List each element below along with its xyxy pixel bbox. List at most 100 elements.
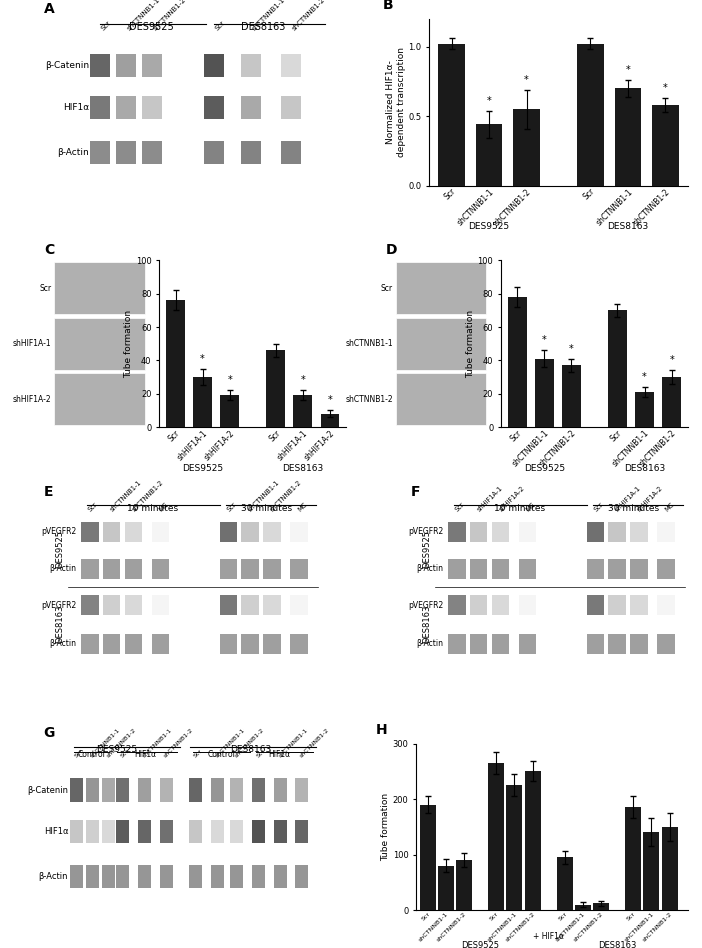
- FancyBboxPatch shape: [587, 522, 604, 542]
- Text: + HIF1α: + HIF1α: [534, 932, 564, 941]
- Text: Scr: Scr: [454, 501, 466, 513]
- FancyBboxPatch shape: [263, 595, 281, 615]
- Text: DES8163: DES8163: [55, 605, 65, 643]
- Text: shCTNNB1-2: shCTNNB1-2: [299, 727, 331, 758]
- Bar: [456, 860, 472, 910]
- FancyBboxPatch shape: [81, 558, 99, 578]
- Text: pVEGFR2: pVEGFR2: [408, 527, 443, 537]
- FancyBboxPatch shape: [102, 522, 121, 542]
- Text: shCTNNB1-1: shCTNNB1-1: [251, 0, 286, 31]
- Bar: [54, 374, 145, 426]
- Text: β-Actin: β-Actin: [49, 639, 77, 648]
- Bar: [644, 832, 659, 910]
- Text: β-Actin: β-Actin: [416, 564, 443, 574]
- Text: β-Actin: β-Actin: [416, 639, 443, 648]
- Text: shCTNNB1-2: shCTNNB1-2: [164, 727, 194, 758]
- Text: MC: MC: [158, 501, 169, 513]
- FancyBboxPatch shape: [241, 595, 259, 615]
- FancyBboxPatch shape: [220, 595, 237, 615]
- FancyBboxPatch shape: [448, 595, 465, 615]
- FancyBboxPatch shape: [274, 866, 286, 888]
- Text: Scr: Scr: [214, 19, 227, 31]
- Text: shHIF1A-2: shHIF1A-2: [13, 394, 51, 404]
- Text: shCTNNB1-1: shCTNNB1-1: [109, 480, 143, 513]
- Bar: [54, 263, 145, 315]
- Bar: [193, 377, 212, 427]
- FancyBboxPatch shape: [470, 595, 487, 615]
- FancyBboxPatch shape: [448, 558, 465, 578]
- FancyBboxPatch shape: [116, 54, 136, 77]
- Text: shCTNNB1-2: shCTNNB1-2: [152, 0, 187, 31]
- FancyBboxPatch shape: [241, 633, 259, 653]
- FancyBboxPatch shape: [86, 866, 99, 888]
- FancyBboxPatch shape: [657, 522, 675, 542]
- Text: *: *: [663, 83, 668, 93]
- Text: HIF1α: HIF1α: [62, 102, 89, 112]
- Bar: [166, 301, 185, 427]
- Bar: [625, 808, 641, 910]
- Text: 10 minutes: 10 minutes: [494, 503, 545, 513]
- Bar: [652, 105, 679, 186]
- Text: Scr: Scr: [226, 501, 237, 513]
- Text: H: H: [376, 723, 387, 737]
- Bar: [635, 392, 654, 427]
- Bar: [608, 310, 627, 427]
- FancyBboxPatch shape: [630, 522, 648, 542]
- Bar: [575, 904, 591, 910]
- Text: DES8163: DES8163: [607, 222, 649, 231]
- Text: shCTNNB1-2: shCTNNB1-2: [131, 480, 164, 513]
- Text: β-Actin: β-Actin: [39, 872, 68, 882]
- Text: shCTNNB1-2: shCTNNB1-2: [106, 727, 138, 758]
- FancyBboxPatch shape: [609, 595, 626, 615]
- FancyBboxPatch shape: [152, 558, 169, 578]
- FancyBboxPatch shape: [190, 778, 202, 802]
- Text: DES8163: DES8163: [230, 745, 271, 755]
- FancyBboxPatch shape: [241, 522, 259, 542]
- Text: Scr: Scr: [74, 748, 84, 758]
- Text: A: A: [44, 2, 54, 15]
- Text: G: G: [44, 726, 55, 740]
- FancyBboxPatch shape: [282, 96, 301, 118]
- Text: Scr: Scr: [193, 748, 204, 758]
- Bar: [593, 903, 609, 910]
- Text: *: *: [486, 96, 491, 105]
- FancyBboxPatch shape: [609, 633, 626, 653]
- Text: Scr: Scr: [592, 501, 604, 513]
- Text: *: *: [524, 75, 529, 84]
- Text: shCTNNB1-1: shCTNNB1-1: [248, 480, 281, 513]
- FancyBboxPatch shape: [241, 558, 259, 578]
- FancyBboxPatch shape: [69, 866, 83, 888]
- FancyBboxPatch shape: [124, 558, 143, 578]
- Text: *: *: [227, 375, 232, 386]
- Text: MC: MC: [296, 501, 308, 513]
- FancyBboxPatch shape: [102, 595, 121, 615]
- FancyBboxPatch shape: [252, 866, 265, 888]
- Text: shCTNNB1-1: shCTNNB1-1: [215, 727, 246, 758]
- Text: shCTNNB1-2: shCTNNB1-2: [291, 0, 326, 31]
- FancyBboxPatch shape: [138, 820, 151, 844]
- FancyBboxPatch shape: [657, 595, 675, 615]
- Bar: [488, 763, 504, 910]
- FancyBboxPatch shape: [152, 522, 169, 542]
- Text: B: B: [383, 0, 393, 12]
- Bar: [266, 351, 285, 427]
- Y-axis label: Tube formation: Tube formation: [465, 310, 475, 378]
- Text: C: C: [44, 243, 54, 257]
- FancyBboxPatch shape: [282, 140, 301, 164]
- Bar: [396, 318, 486, 370]
- Bar: [54, 318, 145, 370]
- Text: Control: Control: [77, 750, 105, 759]
- FancyBboxPatch shape: [630, 558, 648, 578]
- Text: Control: Control: [208, 750, 236, 759]
- Text: MC: MC: [663, 501, 675, 513]
- FancyBboxPatch shape: [102, 633, 121, 653]
- Text: 30 minutes: 30 minutes: [608, 503, 659, 513]
- FancyBboxPatch shape: [609, 558, 626, 578]
- FancyBboxPatch shape: [291, 558, 308, 578]
- Text: Scr: Scr: [380, 283, 393, 293]
- FancyBboxPatch shape: [657, 633, 675, 653]
- Bar: [615, 88, 641, 186]
- Text: HIF1α: HIF1α: [44, 828, 68, 836]
- FancyBboxPatch shape: [282, 54, 301, 77]
- FancyBboxPatch shape: [81, 633, 99, 653]
